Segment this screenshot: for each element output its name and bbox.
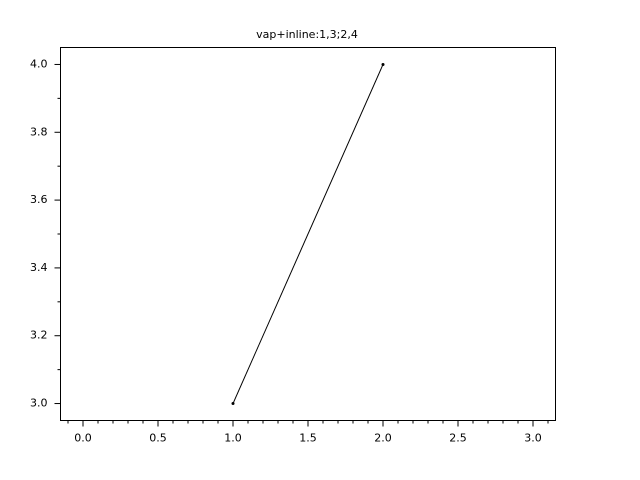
x-tick-label: 3.0 bbox=[524, 432, 542, 445]
y-tick-label: 3.8 bbox=[30, 125, 48, 138]
y-tick-label: 4.0 bbox=[30, 57, 48, 70]
line bbox=[232, 64, 384, 404]
x-tick-label: 0.0 bbox=[74, 432, 92, 445]
x-tick-label: 1.0 bbox=[224, 432, 242, 445]
point bbox=[231, 402, 235, 406]
chart-title: vap+inline:1,3;2,4 bbox=[256, 28, 358, 41]
y-tick-label: 3.2 bbox=[30, 329, 48, 342]
y-tick-label: 3.0 bbox=[30, 397, 48, 410]
y-tick-label: 3.4 bbox=[30, 261, 48, 274]
y-tick-label: 3.6 bbox=[30, 193, 48, 206]
x-tick-label: 2.5 bbox=[449, 432, 467, 445]
x-tick-label: 0.5 bbox=[149, 432, 167, 445]
x-tick-label: 1.5 bbox=[299, 432, 317, 445]
x-tick-label: 2.0 bbox=[374, 432, 392, 445]
point bbox=[381, 62, 385, 66]
